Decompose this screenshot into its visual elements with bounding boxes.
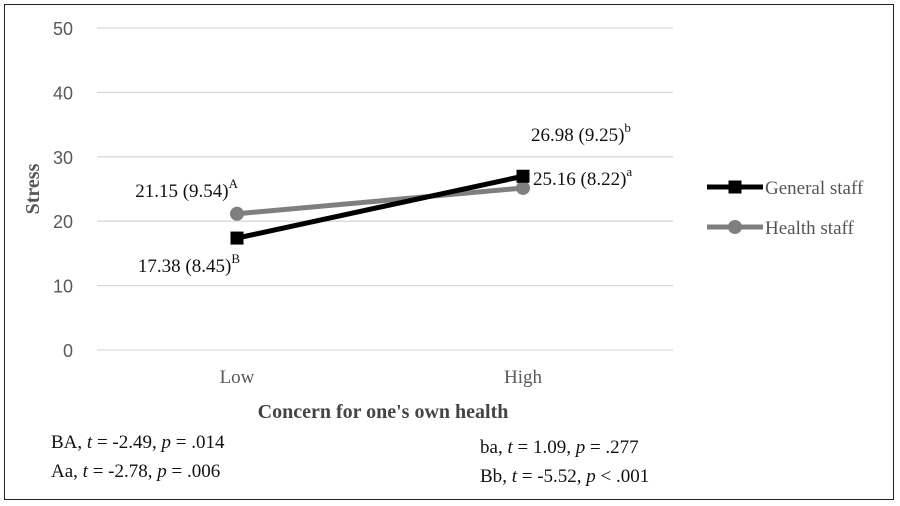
y-axis-ticks: 0 10 20 30 40 50 — [53, 19, 73, 361]
y-axis-title: Stress — [22, 163, 44, 214]
series-line — [236, 173, 524, 241]
legend-label: Health staff — [765, 218, 854, 239]
chart: 0 10 20 30 40 50 Low High 17.38 (8.45)B 26.98 (… — [22, 19, 864, 423]
series-layer — [230, 169, 530, 245]
stat-Aa: Aa, t = -2.78, p = .006 — [51, 461, 221, 482]
data-point — [230, 231, 244, 245]
stat-BA: BA, t = -2.49, p = .014 — [51, 432, 225, 453]
data-label: 26.98 (9.25)b — [531, 120, 631, 146]
x-tick-label: Low — [220, 367, 255, 388]
stat-ba: ba, t = 1.09, p = .277 — [480, 437, 639, 458]
data-labels: 17.38 (8.45)B 26.98 (9.25)b 21.15 (9.54)A 2… — [135, 120, 632, 277]
data-label: 17.38 (8.45)B — [138, 251, 240, 277]
chart-frame: 0 10 20 30 40 50 Low High 17.38 (8.45)B 26.98 (… — [4, 4, 894, 500]
y-tick-label: 50 — [53, 19, 73, 39]
legend-marker — [728, 220, 742, 234]
y-tick-label: 30 — [53, 148, 73, 168]
data-point — [516, 169, 530, 183]
x-tick-label: High — [504, 367, 543, 388]
y-tick-label: 0 — [63, 341, 73, 361]
series-line — [236, 185, 524, 217]
legend-marker — [728, 180, 742, 194]
legend: General staff Health staff — [707, 178, 864, 239]
data-point — [230, 206, 244, 221]
stat-Bb: Bb, t = -5.52, p < .001 — [480, 466, 650, 487]
x-axis-title: Concern for one's own health — [258, 401, 509, 423]
gridlines — [97, 27, 673, 351]
y-tick-label: 40 — [53, 83, 73, 103]
y-tick-label: 10 — [53, 277, 73, 297]
y-tick-label: 20 — [53, 212, 73, 232]
data-point — [516, 180, 530, 195]
data-label: 25.16 (8.22)a — [533, 164, 632, 190]
x-axis-ticks: Low High — [220, 367, 543, 388]
data-label: 21.15 (9.54)A — [135, 176, 238, 202]
legend-label: General staff — [765, 178, 864, 199]
